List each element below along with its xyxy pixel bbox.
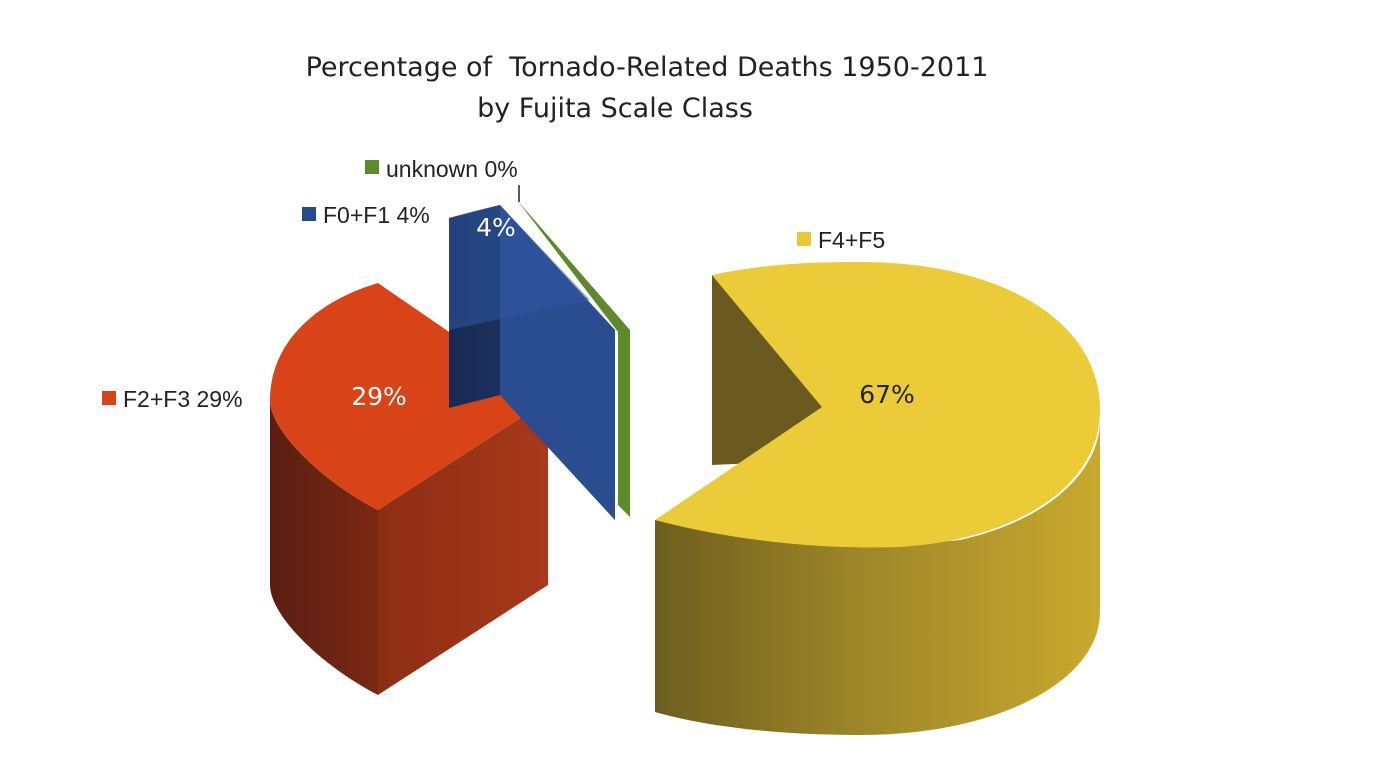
pie-slice-unknown	[517, 200, 630, 517]
pie-slice-f4-f5-inner-face	[712, 275, 822, 465]
label-f0-f1-text: F0+F1 4%	[323, 202, 430, 228]
pie-slice-f2-f3	[270, 283, 548, 695]
pie-slice-f2-f3-top	[270, 283, 548, 510]
label-f4-f5-text: F4+F5	[818, 227, 885, 253]
pie-slice-f2-f3-percent-label: 29%	[351, 382, 407, 411]
chart-title-line-2: by Fujita Scale Class	[477, 93, 753, 124]
pie-slice-f4-f5-side	[655, 420, 1100, 735]
label-unknown: unknown 0%	[365, 156, 518, 182]
pie-slice-f2-f3-side	[270, 400, 378, 695]
label-unknown-text: unknown 0%	[386, 156, 518, 182]
chart-title-line-1: Percentage of Tornado-Related Deaths 195…	[306, 52, 989, 83]
pie-slice-f0-f1-top	[449, 205, 590, 330]
pie-slice-unknown-face	[517, 200, 630, 517]
label-f2-f3: F2+F3 29%	[102, 386, 243, 412]
label-f4-f5-swatch	[797, 232, 811, 246]
label-f2-f3-swatch	[102, 391, 116, 405]
label-f0-f1-swatch	[302, 207, 316, 221]
label-unknown-swatch	[365, 160, 379, 174]
pie-slice-f0-f1	[449, 205, 615, 520]
pie-slice-f4-f5	[655, 262, 1100, 735]
pie-slice-f0-f1-percent-label: 4%	[476, 213, 516, 242]
pie-slice-f4-f5-percent-label: 67%	[859, 380, 915, 409]
label-f2-f3-text: F2+F3 29%	[123, 386, 243, 412]
label-f0-f1: F0+F1 4%	[302, 202, 430, 228]
label-f4-f5: F4+F5	[797, 227, 885, 253]
pie-slice-f2-f3-cut-face	[378, 400, 548, 695]
pie-slice-f4-f5-top	[655, 262, 1100, 548]
